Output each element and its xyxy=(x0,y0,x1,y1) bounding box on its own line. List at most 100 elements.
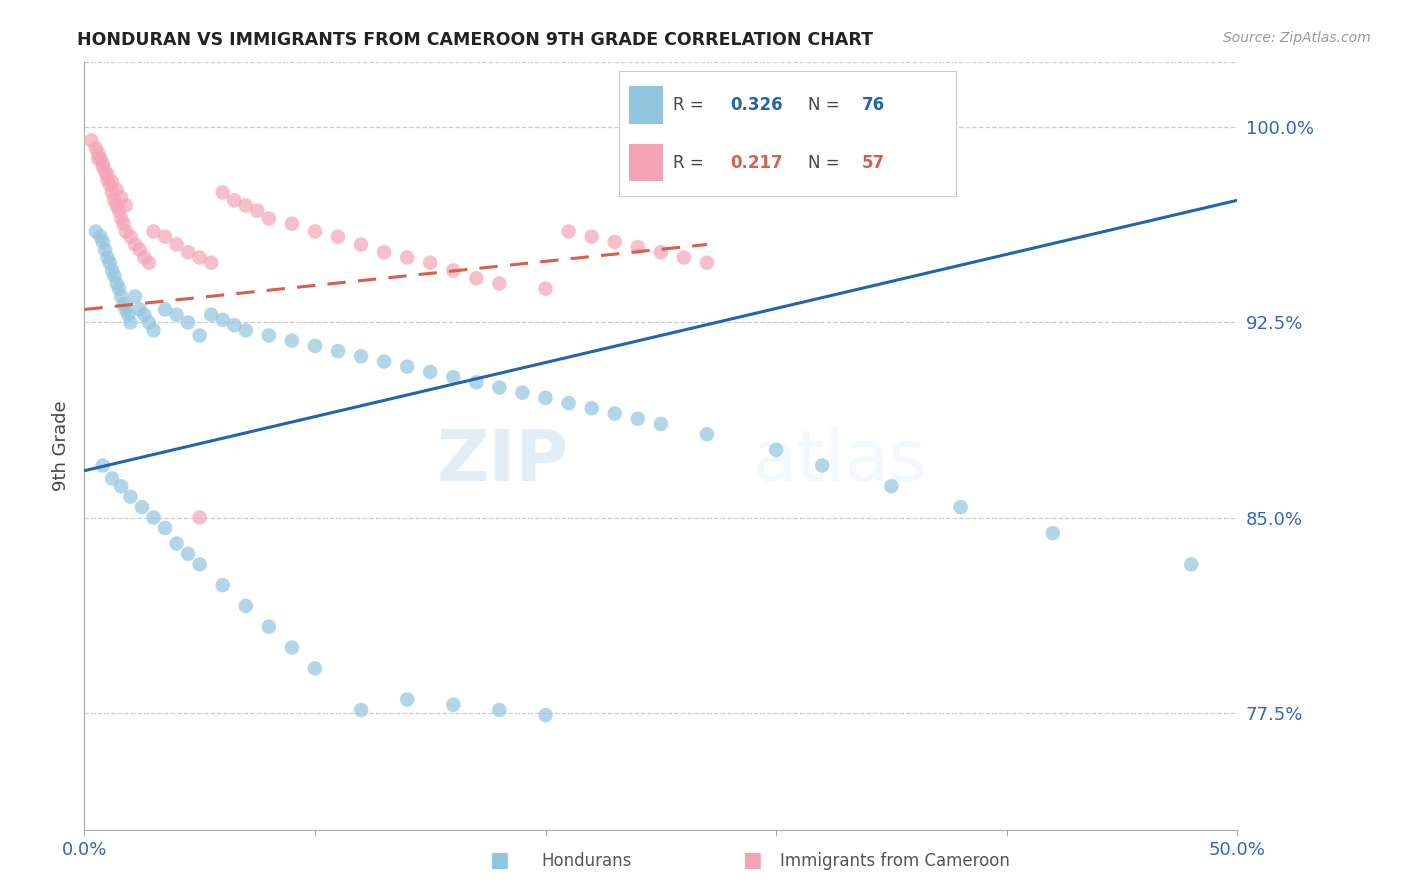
Text: 57: 57 xyxy=(862,153,884,171)
Point xyxy=(246,203,269,218)
Point xyxy=(110,479,132,493)
Point xyxy=(134,251,156,265)
Point xyxy=(581,401,603,416)
Point xyxy=(117,308,139,322)
Point xyxy=(235,198,257,212)
Point xyxy=(257,620,280,634)
Text: ZIP: ZIP xyxy=(436,427,568,496)
Point xyxy=(304,224,326,238)
Point xyxy=(89,152,111,166)
Point xyxy=(188,251,211,265)
Point xyxy=(650,417,672,431)
Point xyxy=(80,133,103,147)
Point xyxy=(211,313,233,327)
Point xyxy=(131,500,153,515)
Point xyxy=(124,237,146,252)
Point xyxy=(120,490,142,504)
Point xyxy=(304,339,326,353)
Point xyxy=(166,237,188,252)
Point xyxy=(112,297,135,311)
Point xyxy=(94,164,117,178)
Point xyxy=(96,172,118,186)
Point xyxy=(101,175,124,189)
Text: 76: 76 xyxy=(862,96,884,114)
Point xyxy=(108,282,131,296)
Point xyxy=(350,703,373,717)
Point xyxy=(488,380,510,394)
Point xyxy=(142,224,165,238)
Text: Source: ZipAtlas.com: Source: ZipAtlas.com xyxy=(1223,31,1371,45)
Point xyxy=(105,277,128,291)
Point xyxy=(211,578,233,592)
Text: N =: N = xyxy=(807,153,845,171)
Point xyxy=(326,229,349,244)
Point xyxy=(880,479,903,493)
Point xyxy=(281,217,304,231)
Point xyxy=(235,599,257,613)
Text: R =: R = xyxy=(672,96,709,114)
Point xyxy=(811,458,834,473)
Point xyxy=(224,194,246,208)
Point xyxy=(326,344,349,359)
Bar xyxy=(628,87,662,124)
Point xyxy=(396,359,419,374)
Point xyxy=(166,308,188,322)
Point xyxy=(396,692,419,706)
Bar xyxy=(628,144,662,181)
Point xyxy=(96,167,118,181)
Text: Hondurans: Hondurans xyxy=(541,852,631,870)
Point xyxy=(108,203,131,218)
Point xyxy=(87,146,110,161)
Point xyxy=(304,661,326,675)
Point xyxy=(153,521,176,535)
Point xyxy=(257,211,280,226)
Point xyxy=(650,245,672,260)
Point xyxy=(84,224,107,238)
Point xyxy=(110,191,132,205)
Point xyxy=(696,427,718,442)
Point xyxy=(94,243,117,257)
Point xyxy=(101,186,124,200)
Point xyxy=(115,198,138,212)
Point xyxy=(1042,526,1064,541)
Point xyxy=(350,349,373,363)
Text: HONDURAN VS IMMIGRANTS FROM CAMEROON 9TH GRADE CORRELATION CHART: HONDURAN VS IMMIGRANTS FROM CAMEROON 9TH… xyxy=(77,31,873,49)
Point xyxy=(765,442,787,457)
Point xyxy=(110,211,132,226)
Point xyxy=(89,229,111,244)
Text: ■: ■ xyxy=(489,850,509,870)
Point xyxy=(419,255,441,269)
Point xyxy=(188,510,211,524)
Point xyxy=(465,271,488,285)
Point xyxy=(142,323,165,337)
Point xyxy=(115,302,138,317)
Point xyxy=(115,224,138,238)
Point xyxy=(177,316,200,330)
Point xyxy=(101,263,124,277)
Point xyxy=(603,235,626,249)
Point xyxy=(257,328,280,343)
Point xyxy=(91,160,114,174)
Point xyxy=(134,308,156,322)
Point xyxy=(396,251,419,265)
Point xyxy=(91,157,114,171)
Point xyxy=(211,186,233,200)
Point xyxy=(488,703,510,717)
Point xyxy=(142,510,165,524)
Text: ■: ■ xyxy=(742,850,762,870)
Point xyxy=(103,194,125,208)
Point xyxy=(91,235,114,249)
Point xyxy=(696,255,718,269)
Point xyxy=(98,255,121,269)
Point xyxy=(672,251,695,265)
Point xyxy=(84,141,107,155)
Point xyxy=(91,458,114,473)
Point xyxy=(105,183,128,197)
Point xyxy=(153,302,176,317)
Point xyxy=(200,255,222,269)
Text: atlas: atlas xyxy=(754,427,928,496)
Point xyxy=(627,411,650,425)
Point xyxy=(188,558,211,572)
Point xyxy=(105,198,128,212)
Point xyxy=(138,255,160,269)
